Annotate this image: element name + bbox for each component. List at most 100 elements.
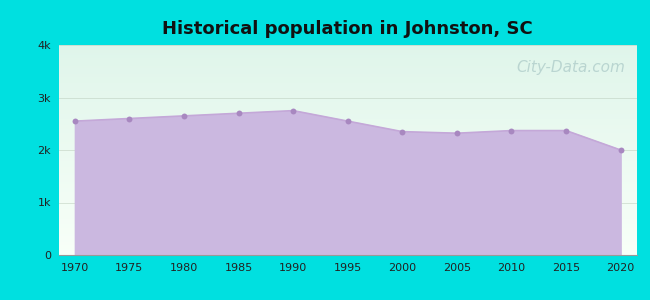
Bar xyxy=(58,148,637,150)
Bar xyxy=(58,211,637,213)
Point xyxy=(343,119,353,124)
Bar xyxy=(58,93,637,95)
Bar xyxy=(58,118,637,121)
Bar xyxy=(58,173,637,175)
Bar xyxy=(58,87,637,89)
Point xyxy=(70,119,80,124)
Bar xyxy=(58,167,637,169)
Bar xyxy=(58,131,637,133)
Bar xyxy=(58,74,637,77)
Bar xyxy=(58,72,637,74)
Bar xyxy=(58,62,637,64)
Bar xyxy=(58,213,637,215)
Bar xyxy=(58,123,637,125)
Bar xyxy=(58,125,637,127)
Bar xyxy=(58,83,637,85)
Bar xyxy=(58,160,637,163)
Bar xyxy=(58,171,637,173)
Bar xyxy=(58,244,637,247)
Bar xyxy=(58,234,637,236)
Bar xyxy=(58,81,637,83)
Bar xyxy=(58,228,637,230)
Bar xyxy=(58,133,637,135)
Bar xyxy=(58,154,637,156)
Bar xyxy=(58,95,637,98)
Point xyxy=(616,148,626,152)
Bar xyxy=(58,156,637,158)
Point xyxy=(124,116,135,121)
Bar xyxy=(58,230,637,232)
Bar xyxy=(58,85,637,87)
Point xyxy=(561,128,571,133)
Bar xyxy=(58,175,637,177)
Bar xyxy=(58,56,637,58)
Bar xyxy=(58,190,637,192)
Bar xyxy=(58,247,637,249)
Bar xyxy=(58,242,637,244)
Bar xyxy=(58,192,637,194)
Point xyxy=(506,128,517,133)
Point xyxy=(452,131,462,136)
Bar xyxy=(58,110,637,112)
Bar xyxy=(58,129,637,131)
Bar xyxy=(58,194,637,196)
Bar xyxy=(58,116,637,119)
Bar xyxy=(58,104,637,106)
Bar xyxy=(58,79,637,81)
Bar xyxy=(58,66,637,68)
Bar xyxy=(58,207,637,209)
Bar xyxy=(58,60,637,62)
Bar xyxy=(58,163,637,165)
Bar xyxy=(58,112,637,114)
Text: Historical population in Johnston, SC: Historical population in Johnston, SC xyxy=(162,20,533,38)
Point xyxy=(179,113,189,118)
Bar xyxy=(58,76,637,79)
Bar xyxy=(58,238,637,240)
Bar xyxy=(58,221,637,224)
Bar xyxy=(58,184,637,186)
Bar xyxy=(58,140,637,142)
Bar xyxy=(58,251,637,253)
Bar xyxy=(58,51,637,53)
Bar xyxy=(58,91,637,93)
Bar xyxy=(58,135,637,137)
Bar xyxy=(58,188,637,190)
Bar xyxy=(58,205,637,207)
Point xyxy=(288,108,298,113)
Bar xyxy=(58,200,637,202)
Bar xyxy=(58,53,637,56)
Bar xyxy=(58,137,637,140)
Bar xyxy=(58,142,637,144)
Bar xyxy=(58,127,637,129)
Bar xyxy=(58,232,637,234)
Bar xyxy=(58,202,637,205)
Bar xyxy=(58,177,637,179)
Bar xyxy=(58,68,637,70)
Bar xyxy=(58,98,637,100)
Bar xyxy=(58,186,637,188)
Bar xyxy=(58,106,637,108)
Bar xyxy=(58,169,637,171)
Bar xyxy=(58,108,637,110)
Bar xyxy=(58,121,637,123)
Bar xyxy=(58,217,637,219)
Point xyxy=(233,111,244,116)
Bar xyxy=(58,64,637,66)
Bar xyxy=(58,196,637,198)
Bar xyxy=(58,102,637,104)
Bar xyxy=(58,158,637,160)
Bar xyxy=(58,45,637,47)
Bar xyxy=(58,219,637,221)
Bar xyxy=(58,209,637,211)
Bar xyxy=(58,114,637,116)
Bar xyxy=(58,179,637,182)
Bar xyxy=(58,47,637,49)
Text: City-Data.com: City-Data.com xyxy=(517,60,625,75)
Bar xyxy=(58,89,637,91)
Bar xyxy=(58,150,637,152)
Bar xyxy=(58,236,637,238)
Bar xyxy=(58,152,637,154)
Bar xyxy=(58,100,637,102)
Point xyxy=(397,129,408,134)
Bar xyxy=(58,49,637,51)
